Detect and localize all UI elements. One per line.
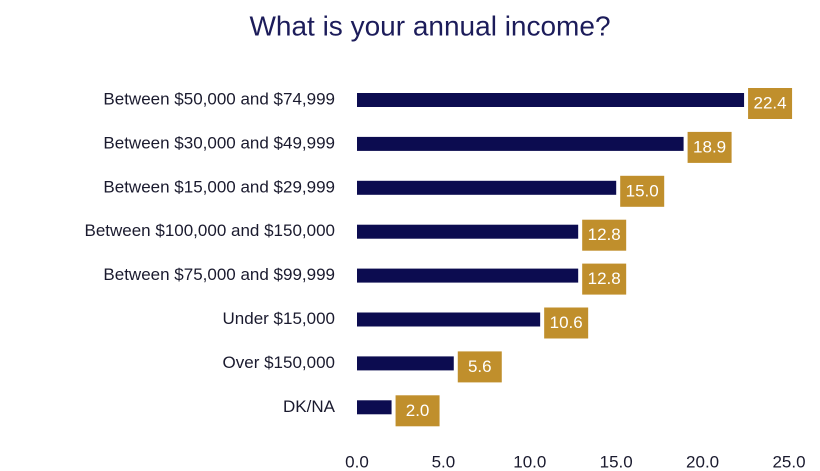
value-label-box	[457, 351, 502, 383]
value-label-box	[748, 88, 793, 119]
value-label-box	[582, 263, 627, 295]
value-label-box	[620, 175, 665, 207]
value-label: 10.6	[550, 313, 583, 332]
y-tick-label: Between $50,000 and $74,999	[103, 89, 335, 108]
y-tick-label: DK/NA	[283, 397, 336, 416]
value-label-box	[687, 131, 732, 163]
value-label: 22.4	[754, 93, 787, 112]
x-tick-label: 5.0	[432, 452, 456, 471]
value-label: 12.8	[588, 269, 621, 288]
value-label: 5.6	[468, 357, 492, 376]
y-tick-label: Between $75,000 and $99,999	[103, 265, 335, 284]
chart-title: What is your annual income?	[249, 10, 610, 41]
bar	[357, 93, 745, 107]
bar	[357, 312, 541, 327]
bar	[357, 136, 684, 151]
value-label-box	[395, 395, 440, 427]
x-tick-label: 15.0	[600, 452, 633, 471]
bar	[357, 400, 392, 415]
value-label-box	[544, 307, 589, 339]
bar	[357, 268, 579, 283]
y-tick-label: Between $100,000 and $150,000	[84, 221, 335, 240]
x-tick-label: 25.0	[772, 452, 805, 471]
value-label: 18.9	[693, 137, 726, 156]
value-label: 15.0	[626, 181, 659, 200]
y-tick-label: Under $15,000	[223, 309, 335, 328]
x-tick-label: 0.0	[345, 452, 369, 471]
bar	[357, 356, 454, 371]
y-tick-label: Over $150,000	[223, 353, 335, 372]
x-tick-label: 10.0	[513, 452, 546, 471]
bar	[357, 224, 579, 239]
x-tick-label: 20.0	[686, 452, 719, 471]
y-tick-label: Between $30,000 and $49,999	[103, 133, 335, 152]
value-label: 2.0	[406, 401, 430, 420]
value-label: 12.8	[588, 225, 621, 244]
bar	[357, 180, 617, 195]
value-label-box	[582, 219, 627, 251]
y-tick-label: Between $15,000 and $29,999	[103, 177, 335, 196]
